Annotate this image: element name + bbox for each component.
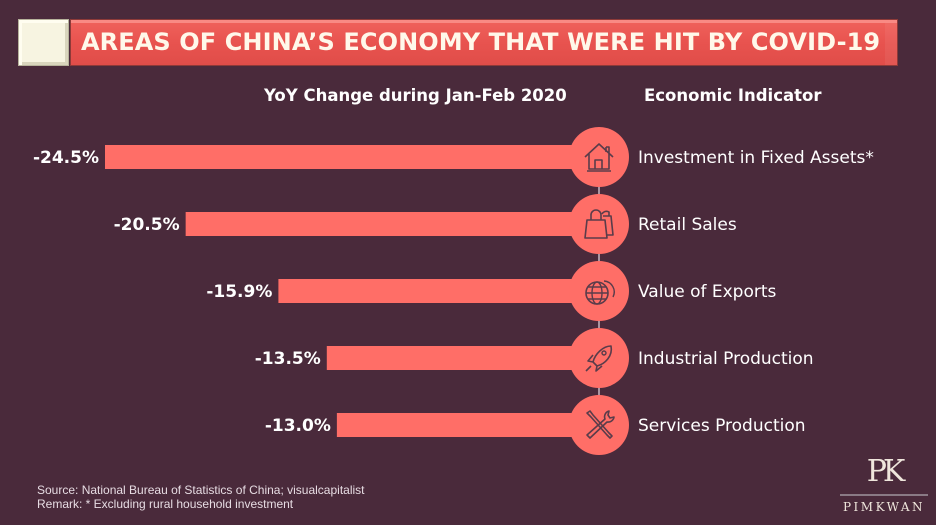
pimkwan-logo: PK PIMKWAN (838, 455, 930, 514)
rocket-icon (585, 345, 613, 372)
remark-note: Remark: * Excluding rural household inve… (37, 497, 294, 511)
logo-divider (840, 494, 928, 496)
column-header-yoy-change: YoY Change during Jan-Feb 2020 (264, 86, 567, 105)
bar-1 (105, 145, 599, 169)
value-label-2: -20.5% (114, 215, 180, 235)
category-label-3: Value of Exports (638, 282, 777, 302)
indicator-circle-4 (569, 328, 629, 388)
indicator-circle-1 (569, 127, 629, 187)
bar-4 (326, 346, 599, 370)
value-label-4: -13.5% (255, 349, 321, 369)
bar-3 (278, 279, 599, 303)
tools-icon (586, 410, 615, 439)
shopping-bags-icon (584, 209, 614, 239)
value-label-5: -13.0% (265, 416, 331, 436)
bar-5 (336, 413, 599, 437)
indicator-circle-2 (569, 194, 629, 254)
house-icon (584, 143, 614, 172)
logo-name: PIMKWAN (842, 500, 926, 514)
globe-icon (585, 280, 615, 305)
category-label-4: Industrial Production (638, 349, 814, 369)
source-note: Source: National Bureau of Statistics of… (37, 483, 365, 497)
value-label-3: -15.9% (206, 282, 272, 302)
value-label-1: -24.5% (33, 148, 99, 168)
indicator-circle-3 (569, 261, 629, 321)
footer-notes: Source: National Bureau of Statistics of… (37, 483, 365, 511)
title-banner: AREAS OF CHINA’S ECONOMY THAT WERE HIT B… (70, 19, 898, 66)
bar-2 (185, 212, 599, 236)
column-header-economic-indicator: Economic Indicator (644, 86, 822, 105)
title-accent-square (18, 19, 69, 66)
category-label-5: Services Production (638, 416, 806, 436)
category-label-1: Investment in Fixed Assets* (638, 148, 874, 168)
category-label-2: Retail Sales (638, 215, 737, 235)
page-title: AREAS OF CHINA’S ECONOMY THAT WERE HIT B… (81, 28, 881, 56)
logo-monogram: PK (866, 454, 906, 489)
